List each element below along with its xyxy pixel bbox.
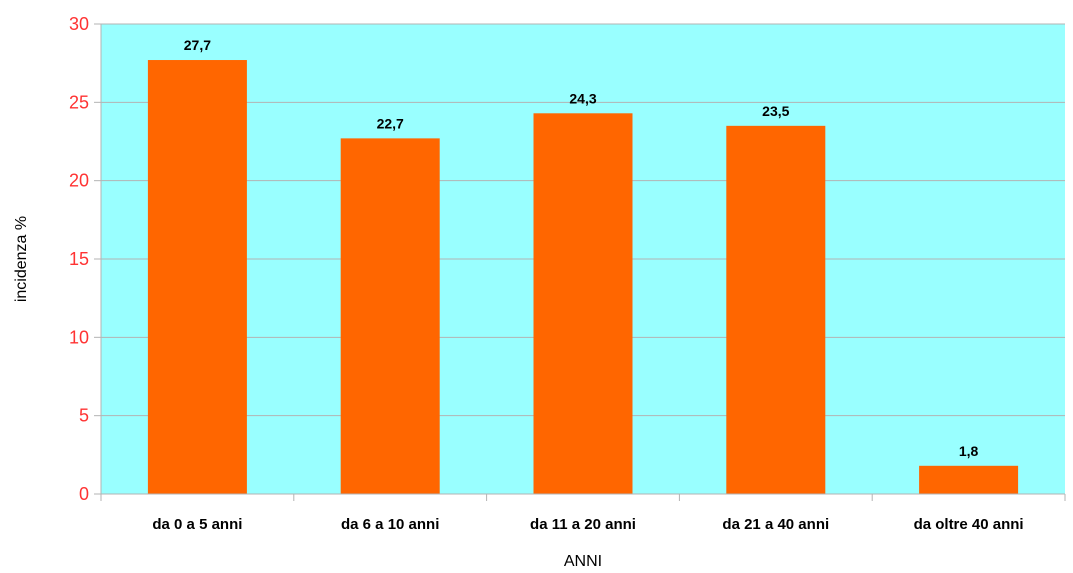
- y-axis-title: incidenza %: [13, 216, 30, 302]
- bar: [726, 125, 826, 494]
- data-label: 27,7: [184, 37, 211, 53]
- bar: [533, 113, 633, 495]
- x-tick-label: da 11 a 20 anni: [530, 516, 636, 533]
- y-tick-label: 10: [69, 327, 89, 347]
- x-tick-label: da oltre 40 anni: [914, 516, 1024, 533]
- data-label: 24,3: [569, 90, 596, 106]
- bars: [147, 60, 1019, 495]
- x-tick-label: da 21 a 40 anni: [722, 516, 829, 533]
- y-tick-label: 30: [69, 14, 89, 34]
- data-labels: 27,7 22,7 24,3 23,5 1,8: [184, 37, 979, 459]
- x-axis-title: ANNI: [564, 553, 602, 570]
- bar: [340, 138, 440, 494]
- y-tick-label: 5: [79, 406, 89, 426]
- y-tick-label: 25: [69, 92, 89, 112]
- y-tick-label: 20: [69, 171, 89, 191]
- x-tick-label: da 6 a 10 anni: [341, 516, 439, 533]
- data-label: 22,7: [377, 115, 404, 131]
- bar: [919, 465, 1019, 494]
- data-label: 23,5: [762, 103, 789, 119]
- y-tick-label: 15: [69, 249, 89, 269]
- data-label: 1,8: [959, 443, 979, 459]
- bar: [147, 60, 247, 495]
- x-tick-label: da 0 a 5 anni: [152, 516, 242, 533]
- y-tick-label: 0: [79, 484, 89, 504]
- y-axis-ticks: 0 5 10 15 20 25 30: [69, 14, 102, 504]
- x-axis-ticks: da 0 a 5 anni da 6 a 10 anni da 11 a 20 an…: [100, 493, 1066, 533]
